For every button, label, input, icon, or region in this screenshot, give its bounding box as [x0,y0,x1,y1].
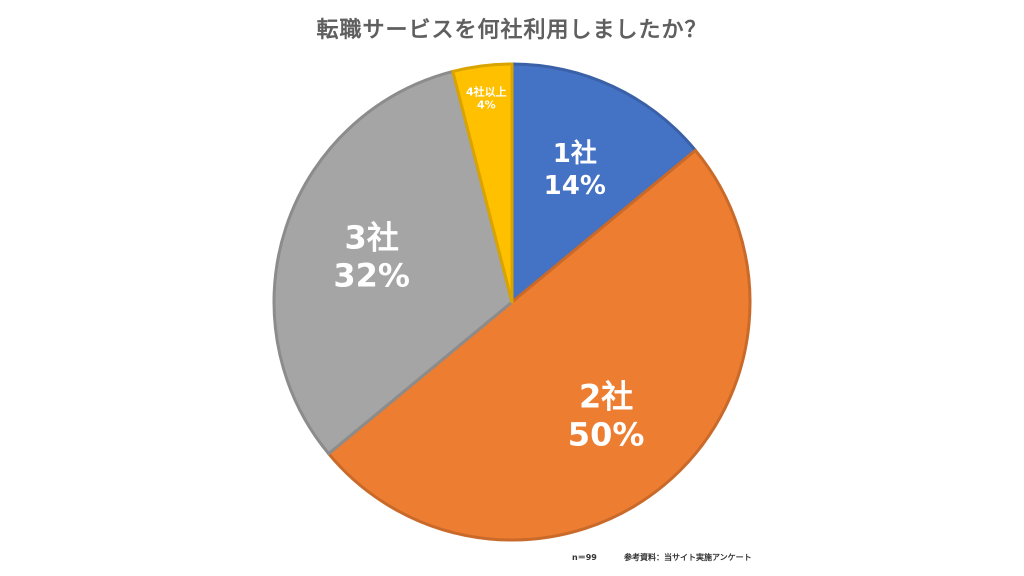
slice-value-label-2: 50% [568,416,645,454]
slice-value-label-1: 14% [544,171,606,201]
slice-value-label-4: 4% [477,98,496,111]
pie-slice-2 [327,148,752,542]
slice-category-label-1: 1社 [553,138,597,169]
source-note: 参考資料：当サイト実施アンケート [624,553,752,562]
slice-value-label-3: 32% [333,256,410,294]
pie-slice-3 [272,69,514,456]
pie-slice-4 [451,62,514,304]
chart-title: 転職サービスを何社利用しましたか？ [316,18,708,43]
slice-category-label-2: 2社 [579,378,633,416]
pie-slices [272,62,752,542]
slice-category-label-3: 3社 [345,218,399,256]
slice-category-label-4: 4社以上 [466,84,507,98]
pie-slice-1 [510,62,697,304]
sample-size-note: n＝99 [572,553,597,562]
